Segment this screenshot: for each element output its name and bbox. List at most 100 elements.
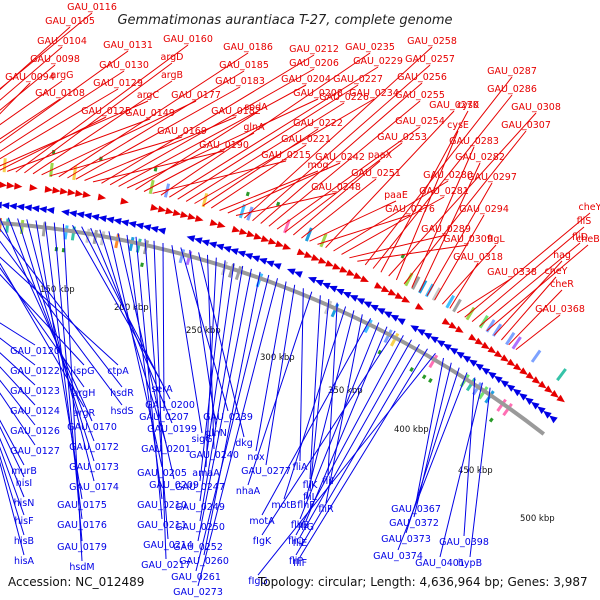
minus-gene-label[interactable]: GAU_0249 [175, 502, 225, 513]
minus-gene-label[interactable]: GAU_0126 [10, 426, 60, 437]
minus-gene-label[interactable]: serA [151, 384, 173, 395]
plus-gene-label[interactable]: GAU_0287 [487, 66, 537, 77]
minus-gene-label[interactable]: GAU_0252 [173, 542, 223, 553]
plus-gene-label[interactable]: GAU_0098 [30, 54, 80, 65]
minus-gene-label[interactable]: GAU_0214 [143, 540, 193, 551]
minus-gene-label[interactable]: fliQ [288, 536, 304, 547]
plus-gene-label[interactable]: GAU_0125 [81, 106, 131, 117]
minus-gene-label[interactable]: hsdM [69, 562, 94, 573]
plus-gene-label[interactable]: hag [553, 250, 571, 261]
plus-gene-label[interactable]: GAU_0182 [211, 106, 261, 117]
plus-gene-label[interactable]: fIgL [487, 234, 505, 245]
minus-gene-label[interactable]: fliK [303, 480, 319, 491]
plus-gene-label[interactable]: cheB [576, 234, 600, 245]
plus-gene-label[interactable]: glnA [243, 122, 265, 133]
plus-gene-label[interactable]: paaX [368, 150, 393, 161]
plus-gene-label[interactable]: argG [51, 70, 74, 81]
minus-gene-label[interactable]: GAU_0124 [10, 406, 60, 417]
plus-gene-label[interactable]: sodA [244, 102, 268, 113]
plus-gene-label[interactable]: GAU_0169 [157, 126, 207, 137]
minus-gene-label[interactable]: GAU_0122 [10, 366, 60, 377]
plus-gene-label[interactable]: cysK [457, 100, 480, 111]
minus-gene-label[interactable]: hisA [14, 556, 35, 567]
minus-gene-label[interactable]: GAU_0210 [137, 500, 187, 511]
minus-gene-label[interactable]: GAU_0175 [57, 500, 107, 511]
minus-gene-label[interactable]: motA [249, 516, 275, 527]
minus-gene-label[interactable]: GAU_0247 [175, 482, 225, 493]
minus-gene-label[interactable]: hisN [14, 498, 35, 509]
minus-gene-label[interactable]: sigG [192, 434, 213, 445]
minus-gene-label[interactable]: ctpA [107, 366, 129, 377]
plus-gene-label[interactable]: GAU_0242 [315, 152, 365, 163]
plus-gene-label[interactable]: GAU_0283 [449, 136, 499, 147]
minus-gene-label[interactable]: flhB [291, 520, 310, 531]
plus-gene-label[interactable]: GAU_0105 [45, 16, 95, 27]
minus-gene-label[interactable]: GAU_0172 [69, 442, 119, 453]
plus-gene-label[interactable]: GAU_0338 [487, 267, 537, 278]
plus-gene-label[interactable]: GAU_0108 [35, 88, 85, 99]
minus-gene-label[interactable]: hisI [16, 478, 32, 489]
minus-gene-label[interactable]: GAU_0211 [137, 520, 187, 531]
plus-gene-label[interactable]: GAU_0308 [511, 102, 561, 113]
plus-gene-label[interactable]: GAU_0226 [319, 92, 369, 103]
plus-gene-label[interactable]: GAU_0129 [93, 78, 143, 89]
minus-gene-label[interactable]: GAU_0273 [173, 587, 223, 598]
minus-gene-label[interactable]: GAU_0398 [439, 537, 489, 548]
plus-gene-label[interactable]: GAU_0149 [125, 108, 175, 119]
plus-gene-label[interactable]: GAU_0229 [353, 56, 403, 67]
plus-gene-label[interactable]: GAU_0116 [67, 2, 117, 13]
plus-gene-label[interactable]: GAU_0286 [487, 84, 537, 95]
minus-gene-label[interactable]: argR [73, 408, 96, 419]
plus-gene-label[interactable]: GAU_0276 [385, 204, 435, 215]
minus-gene-label[interactable]: fliA [292, 462, 308, 473]
minus-gene-label[interactable]: GAU_0120 [10, 346, 60, 357]
plus-gene-label[interactable]: GAU_0221 [281, 134, 331, 145]
minus-gene-label[interactable]: GAU_0374 [373, 551, 423, 562]
minus-gene-label[interactable]: ispG [74, 366, 95, 377]
minus-gene-label[interactable]: flhF [297, 500, 314, 511]
minus-gene-label[interactable]: hsdS [110, 406, 133, 417]
plus-gene-label[interactable]: GAU_0186 [223, 42, 273, 53]
plus-gene-label[interactable]: GAU_0309 [443, 234, 493, 245]
plus-gene-label[interactable]: fliS [577, 216, 592, 227]
plus-gene-label[interactable]: GAU_0258 [407, 36, 457, 47]
minus-gene-label[interactable]: GAU_0217 [141, 560, 191, 571]
minus-gene-label[interactable]: glnN [205, 428, 227, 439]
plus-gene-label[interactable]: GAU_0215 [261, 150, 311, 161]
minus-gene-label[interactable]: fliR [318, 504, 334, 515]
minus-gene-label[interactable]: argH [73, 388, 96, 399]
plus-gene-label[interactable]: fliD [572, 232, 588, 243]
plus-gene-label[interactable]: GAU_0130 [99, 60, 149, 71]
plus-gene-label[interactable]: argB [161, 70, 183, 81]
plus-gene-label[interactable]: GAU_0204 [281, 74, 331, 85]
minus-gene-label[interactable]: GAU_0260 [179, 556, 229, 567]
plus-gene-label[interactable]: GAU_0234 [349, 88, 399, 99]
plus-gene-label[interactable]: GAU_0289 [421, 224, 471, 235]
minus-gene-label[interactable]: fliG [298, 522, 314, 533]
minus-gene-label[interactable]: fliE [293, 538, 308, 549]
minus-gene-label[interactable]: GAU_0176 [57, 520, 107, 531]
minus-gene-label[interactable]: hsdR [110, 388, 134, 399]
minus-gene-label[interactable]: nox [247, 452, 265, 463]
plus-gene-label[interactable]: GAU_0094 [5, 72, 55, 83]
plus-gene-label[interactable]: GAU_0297 [467, 172, 517, 183]
minus-gene-label[interactable]: GAU_0277 [241, 466, 291, 477]
plus-gene-label[interactable]: GAU_0177 [171, 90, 221, 101]
minus-gene-label[interactable]: fliF [293, 558, 307, 569]
plus-gene-label[interactable]: GAU_0255 [395, 90, 445, 101]
minus-gene-label[interactable]: GAU_0373 [381, 534, 431, 545]
minus-gene-label[interactable]: fIgK [253, 536, 272, 547]
plus-gene-label[interactable]: GAU_0270 [429, 100, 479, 111]
minus-gene-label[interactable]: GAU_0401 [415, 558, 465, 569]
minus-gene-label[interactable]: GAU_0174 [69, 482, 119, 493]
plus-gene-label[interactable]: argC [137, 90, 160, 101]
plus-gene-label[interactable]: GAU_0251 [351, 168, 401, 179]
minus-gene-label[interactable]: GAU_0261 [171, 572, 221, 583]
plus-gene-label[interactable]: GAU_0294 [459, 204, 509, 215]
minus-gene-label[interactable]: GAU_0367 [391, 504, 441, 515]
plus-gene-label[interactable]: cheR [550, 279, 574, 290]
minus-gene-label[interactable]: amaA [192, 468, 220, 479]
plus-gene-label[interactable]: paaE [384, 190, 408, 201]
plus-gene-label[interactable]: GAU_0206 [289, 58, 339, 69]
plus-gene-label[interactable]: GAU_0281 [419, 186, 469, 197]
